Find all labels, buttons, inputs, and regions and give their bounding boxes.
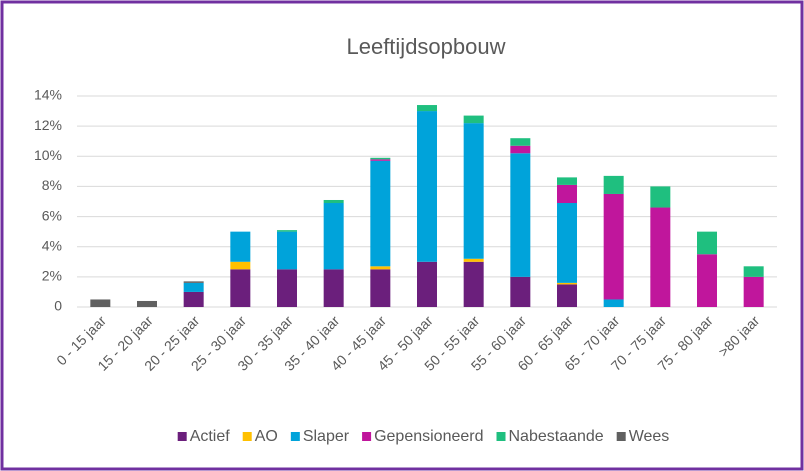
bar bbox=[603, 193, 624, 300]
bar bbox=[323, 203, 344, 270]
legend-swatch bbox=[242, 432, 252, 441]
bar bbox=[603, 175, 624, 194]
bar bbox=[137, 300, 157, 307]
bar bbox=[463, 115, 484, 124]
bar bbox=[557, 184, 577, 204]
y-tick-label: 0 bbox=[54, 298, 62, 314]
y-tick-label: 8% bbox=[42, 177, 62, 193]
legend-swatch bbox=[362, 432, 372, 441]
bar bbox=[510, 153, 531, 277]
bar bbox=[463, 258, 484, 262]
y-tick-label: 10% bbox=[34, 147, 62, 163]
bar bbox=[603, 299, 624, 307]
bar bbox=[277, 231, 297, 270]
bar bbox=[323, 199, 344, 204]
legend-label: Actief bbox=[190, 428, 231, 445]
bar bbox=[417, 261, 437, 307]
bar bbox=[510, 276, 531, 307]
bar bbox=[230, 261, 251, 270]
legend-label: Gepensioneerd bbox=[374, 428, 483, 445]
bar bbox=[230, 269, 251, 307]
bar bbox=[277, 230, 297, 232]
bar bbox=[417, 111, 437, 262]
y-tick-label: 6% bbox=[42, 207, 62, 223]
legend-swatch bbox=[496, 432, 506, 441]
bar bbox=[230, 231, 251, 262]
bar bbox=[370, 159, 391, 161]
bar bbox=[183, 282, 204, 292]
legend-swatch bbox=[290, 432, 300, 441]
bar bbox=[743, 276, 764, 307]
bar bbox=[557, 282, 577, 285]
bar bbox=[557, 284, 577, 307]
bar bbox=[697, 254, 717, 307]
bar bbox=[697, 231, 717, 255]
bar bbox=[463, 261, 484, 307]
legend-label: Nabestaande bbox=[509, 428, 604, 445]
bar bbox=[370, 266, 391, 270]
bar bbox=[557, 203, 577, 283]
legend-label: Wees bbox=[629, 428, 670, 445]
chart-title: Leeftijdsopbouw bbox=[346, 34, 505, 59]
legend-swatch bbox=[616, 432, 626, 441]
legend-label: AO bbox=[255, 428, 278, 445]
bar bbox=[370, 157, 391, 160]
y-tick-label: 2% bbox=[42, 268, 62, 284]
bar bbox=[463, 123, 484, 259]
legend-label: Slaper bbox=[303, 428, 350, 445]
bar bbox=[650, 207, 671, 307]
bar bbox=[510, 138, 531, 146]
bar bbox=[183, 281, 204, 283]
bar bbox=[323, 269, 344, 307]
bar bbox=[557, 177, 577, 185]
legend-swatch bbox=[177, 432, 187, 441]
bar bbox=[417, 105, 437, 112]
bar bbox=[183, 291, 204, 307]
bar bbox=[277, 269, 297, 307]
bar bbox=[90, 299, 111, 307]
bar bbox=[650, 186, 671, 208]
bar bbox=[743, 266, 764, 277]
y-tick-label: 14% bbox=[34, 87, 62, 103]
bar bbox=[370, 160, 391, 267]
y-tick-label: 4% bbox=[42, 237, 62, 253]
y-tick-label: 12% bbox=[34, 117, 62, 133]
bar bbox=[510, 145, 531, 154]
bar bbox=[370, 269, 391, 307]
